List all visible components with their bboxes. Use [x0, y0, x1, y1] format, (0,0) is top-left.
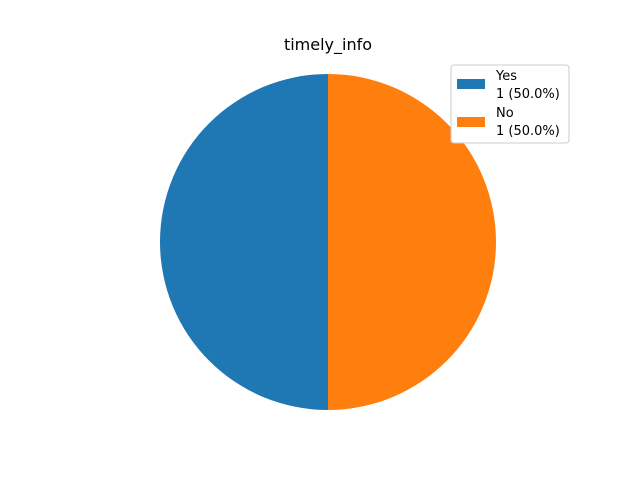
pie-slices — [160, 74, 496, 410]
pie-slice-no — [328, 74, 496, 410]
pie-slice-yes — [160, 74, 328, 410]
legend-label-no: No — [496, 106, 514, 121]
legend: Yes 1 (50.0%) No 1 (50.0%) — [450, 64, 570, 144]
legend-value-yes: 1 (50.0%) — [496, 87, 560, 102]
legend-swatch-no — [457, 117, 485, 127]
legend-swatch-yes — [457, 79, 485, 89]
chart-title: timely_info — [284, 35, 372, 55]
legend-value-no: 1 (50.0%) — [496, 124, 560, 139]
legend-label-yes: Yes — [495, 69, 517, 84]
